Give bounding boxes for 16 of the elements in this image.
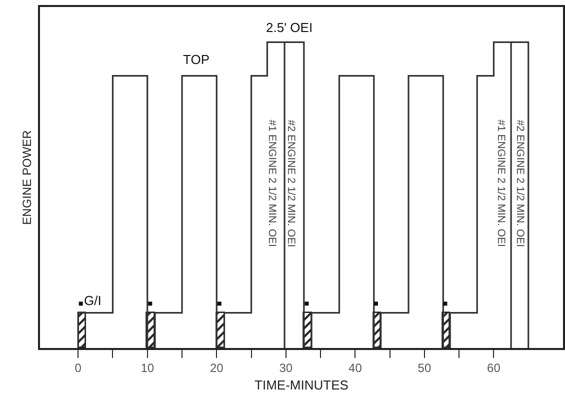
annotation: #1 ENGINE 2 1/2 MIN. OEI: [495, 120, 508, 247]
x-tick-label: 60: [487, 361, 501, 376]
x-tick-label: 10: [140, 361, 154, 376]
x-axis-title: TIME-MINUTES: [254, 377, 349, 392]
text: 2.5' OEI: [266, 20, 313, 35]
x-tick-label: 20: [210, 361, 224, 376]
x-tick-label: 50: [418, 361, 432, 376]
annotation: #2 ENGINE 2 1/2 MIN. OEI: [284, 120, 297, 248]
x-tick-label: 30: [279, 361, 293, 376]
annotation: G/I: [84, 293, 102, 308]
x-tick-label: 40: [348, 361, 362, 376]
x-tick-label: 0: [74, 361, 82, 376]
annotation: #1 ENGINE 2 1/2 MIN. OEI: [266, 120, 278, 247]
annotation: #2 ENGINE 2 1/2 MIN. OEI: [514, 120, 526, 248]
annotation: TOP: [183, 52, 210, 67]
y-axis-title: ENGINE POWER: [20, 130, 34, 225]
